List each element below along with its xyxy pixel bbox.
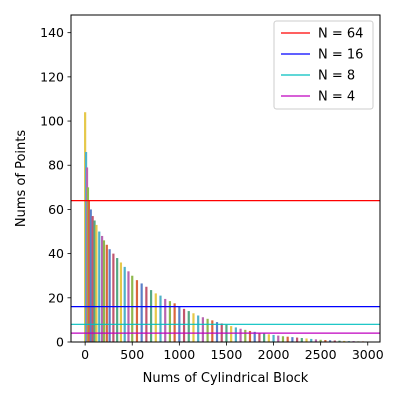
bar xyxy=(168,301,172,343)
bar xyxy=(100,235,104,342)
y-tick-label: 120 xyxy=(40,69,64,84)
bar xyxy=(206,318,209,342)
bar xyxy=(89,209,92,342)
bar xyxy=(123,266,126,342)
bar xyxy=(173,303,176,342)
bar xyxy=(319,339,322,342)
bar xyxy=(140,283,143,342)
x-tick-label: 2000 xyxy=(258,347,290,362)
bar xyxy=(112,253,115,342)
x-tick-label: 500 xyxy=(120,347,144,362)
bar xyxy=(154,293,157,342)
bar xyxy=(197,315,200,342)
bar xyxy=(310,338,313,342)
x-tick-label: 1500 xyxy=(211,347,243,362)
legend-label: N = 4 xyxy=(318,90,355,105)
x-axis-label: Nums of Cylindrical Block xyxy=(143,371,309,386)
bar xyxy=(102,240,106,342)
y-tick-label: 20 xyxy=(48,290,64,305)
bar xyxy=(116,258,119,342)
bar xyxy=(145,286,148,342)
bar xyxy=(211,320,214,342)
y-tick-label: 0 xyxy=(56,335,64,350)
bar xyxy=(230,326,233,342)
y-axis-ticks: 0 20 40 60 80 100 120 140 xyxy=(40,25,71,350)
legend-box xyxy=(273,20,374,110)
bar xyxy=(215,322,219,342)
bar xyxy=(291,337,294,342)
y-axis-label: Nums of Points xyxy=(14,130,29,227)
legend: N = 64 N = 16 N = 8 N = 4 xyxy=(273,20,374,110)
bar xyxy=(164,298,167,342)
axes-frame xyxy=(70,14,381,343)
bar xyxy=(108,249,111,342)
bars-layer xyxy=(84,112,369,343)
bar xyxy=(272,334,275,342)
bar xyxy=(305,338,308,342)
x-tick-label: 0 xyxy=(81,347,89,362)
bar xyxy=(248,330,252,342)
bar xyxy=(244,329,247,342)
bar xyxy=(286,336,289,342)
bar xyxy=(333,340,336,342)
bar xyxy=(281,336,285,342)
x-tick-label: 2500 xyxy=(305,347,337,362)
bar xyxy=(98,231,101,342)
bar xyxy=(239,328,242,342)
bar xyxy=(253,331,256,342)
bar xyxy=(91,216,94,342)
x-tick-label: 1000 xyxy=(163,347,195,362)
bar xyxy=(105,244,108,342)
legend-label: N = 64 xyxy=(318,27,363,42)
reference-lines-layer xyxy=(71,199,380,334)
bar xyxy=(149,290,153,342)
bar xyxy=(234,327,237,342)
x-axis-ticks: 0 500 1000 1500 2000 2500 3000 xyxy=(81,342,384,362)
bar xyxy=(263,333,266,342)
bar xyxy=(296,337,299,342)
bar xyxy=(187,311,190,342)
bar xyxy=(201,317,204,342)
legend-label: N = 8 xyxy=(318,69,355,84)
legend-label: N = 16 xyxy=(318,48,363,63)
bar xyxy=(277,335,280,342)
bar xyxy=(314,339,318,342)
y-tick-label: 60 xyxy=(48,202,64,217)
y-tick-label: 140 xyxy=(40,25,64,40)
y-tick-label: 100 xyxy=(40,114,64,129)
bar xyxy=(182,308,186,342)
bar xyxy=(131,275,134,342)
bar xyxy=(135,280,139,342)
bar xyxy=(338,340,341,342)
bar xyxy=(93,220,96,342)
bar xyxy=(119,262,123,342)
y-tick-label: 40 xyxy=(48,246,64,261)
x-tick-label: 3000 xyxy=(352,347,384,362)
bar xyxy=(192,313,195,342)
bar xyxy=(87,200,90,342)
y-tick-label: 80 xyxy=(48,158,64,173)
bar xyxy=(159,295,162,342)
bar xyxy=(324,340,327,342)
bar xyxy=(267,334,270,342)
bar xyxy=(300,338,303,342)
bar xyxy=(258,332,261,342)
bar xyxy=(328,340,332,342)
bar xyxy=(95,224,98,342)
bar xyxy=(343,340,346,342)
